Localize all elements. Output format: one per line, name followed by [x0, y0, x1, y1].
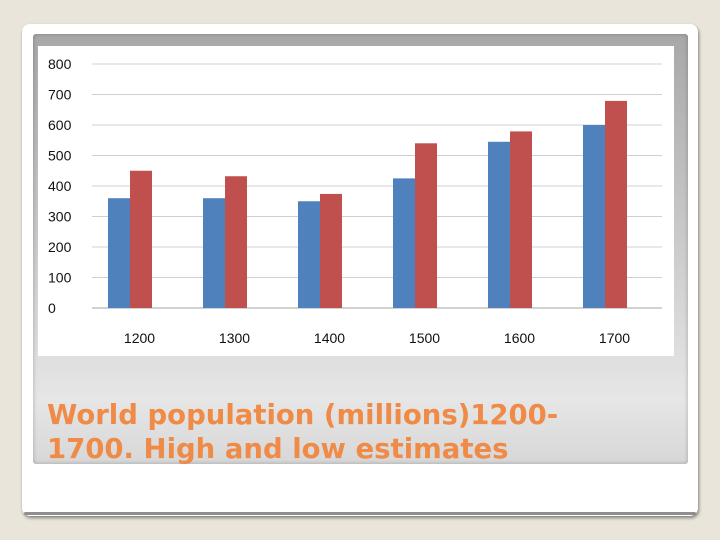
x-axis-tick-labels: 1200 1300 1400 1500 1600 1700 [124, 330, 630, 346]
slide-caption: World population (millions)1200- 1700. H… [47, 398, 687, 466]
bar-series-2-1700 [605, 100, 627, 308]
chart-area: 0 100 200 300 400 500 600 700 800 1200 1300 1400 15… [38, 46, 674, 356]
y-axis-tick-labels: 0 100 200 300 400 500 600 700 800 [48, 56, 72, 316]
x-tick-label: 1400 [314, 330, 345, 346]
slide-bottom-rule [24, 512, 696, 515]
bar-series-2-1600 [510, 131, 532, 308]
y-tick-label: 400 [48, 178, 72, 194]
caption-line-2: 1700. High and low estimates [47, 433, 509, 465]
x-tick-label: 1200 [124, 330, 155, 346]
bar-series-2-1400 [320, 193, 342, 308]
bar-series-1-1500 [393, 178, 415, 308]
y-tick-label: 600 [48, 117, 72, 133]
gridlines [92, 63, 662, 309]
bar-chart: 0 100 200 300 400 500 600 700 800 1200 1300 1400 15… [48, 56, 662, 346]
x-tick-label: 1600 [504, 330, 535, 346]
x-tick-label: 1700 [599, 330, 630, 346]
bar-series-2-1300 [225, 176, 247, 308]
caption-line-1: World population (millions)1200- [47, 399, 559, 431]
y-tick-label: 700 [48, 87, 72, 103]
bar-series-1-1200 [108, 198, 130, 308]
bars [108, 100, 627, 308]
y-tick-label: 800 [48, 56, 72, 72]
y-tick-label: 100 [48, 270, 72, 286]
bar-series-1-1600 [488, 141, 510, 308]
x-tick-label: 1500 [409, 330, 440, 346]
bar-series-1-1300 [203, 198, 225, 308]
y-tick-label: 0 [48, 300, 56, 316]
bar-series-2-1500 [415, 143, 437, 308]
x-tick-label: 1300 [219, 330, 250, 346]
bar-series-2-1200 [130, 170, 152, 308]
y-tick-label: 500 [48, 148, 72, 164]
bar-series-1-1400 [298, 201, 320, 308]
y-tick-label: 300 [48, 209, 72, 225]
y-tick-label: 200 [48, 239, 72, 255]
bar-series-1-1700 [583, 125, 605, 308]
